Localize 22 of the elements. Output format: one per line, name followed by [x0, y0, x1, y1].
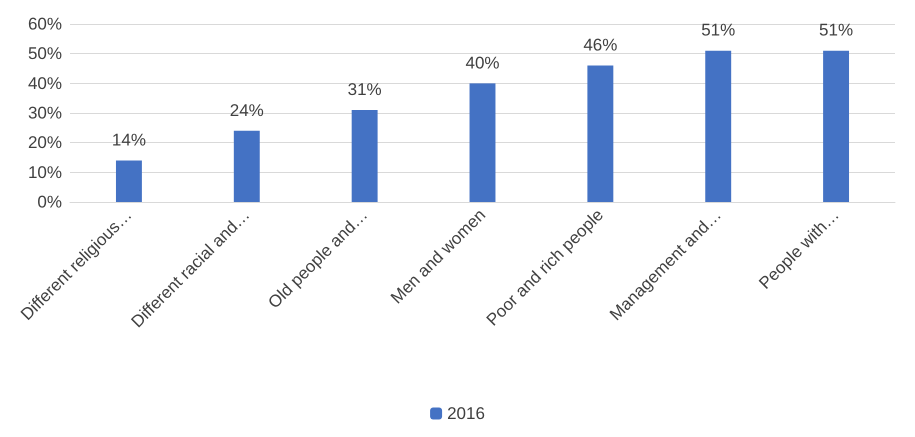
bar: [352, 110, 378, 202]
data-label: 40%: [465, 53, 500, 72]
bar: [705, 50, 732, 202]
y-tick-label: 50%: [28, 44, 62, 64]
data-label: 51%: [819, 20, 854, 40]
bar: [116, 160, 142, 202]
data-label: 46%: [583, 36, 618, 55]
y-tick-label: 10%: [28, 162, 62, 182]
data-label: 24%: [230, 100, 264, 120]
data-label: 51%: [701, 20, 736, 40]
y-tick-label: 0%: [37, 192, 62, 212]
y-tick-label: 30%: [28, 104, 62, 122]
bar: [587, 66, 614, 202]
y-tick-label: 60%: [28, 14, 62, 34]
data-label: 14%: [112, 130, 146, 150]
y-tick-label: 20%: [28, 133, 62, 152]
y-tick-label: 40%: [28, 74, 62, 93]
bar: [823, 50, 850, 202]
legend-label: 2016: [447, 404, 485, 423]
bar: [234, 130, 260, 202]
bar: [470, 83, 496, 202]
data-label: 31%: [348, 80, 382, 100]
